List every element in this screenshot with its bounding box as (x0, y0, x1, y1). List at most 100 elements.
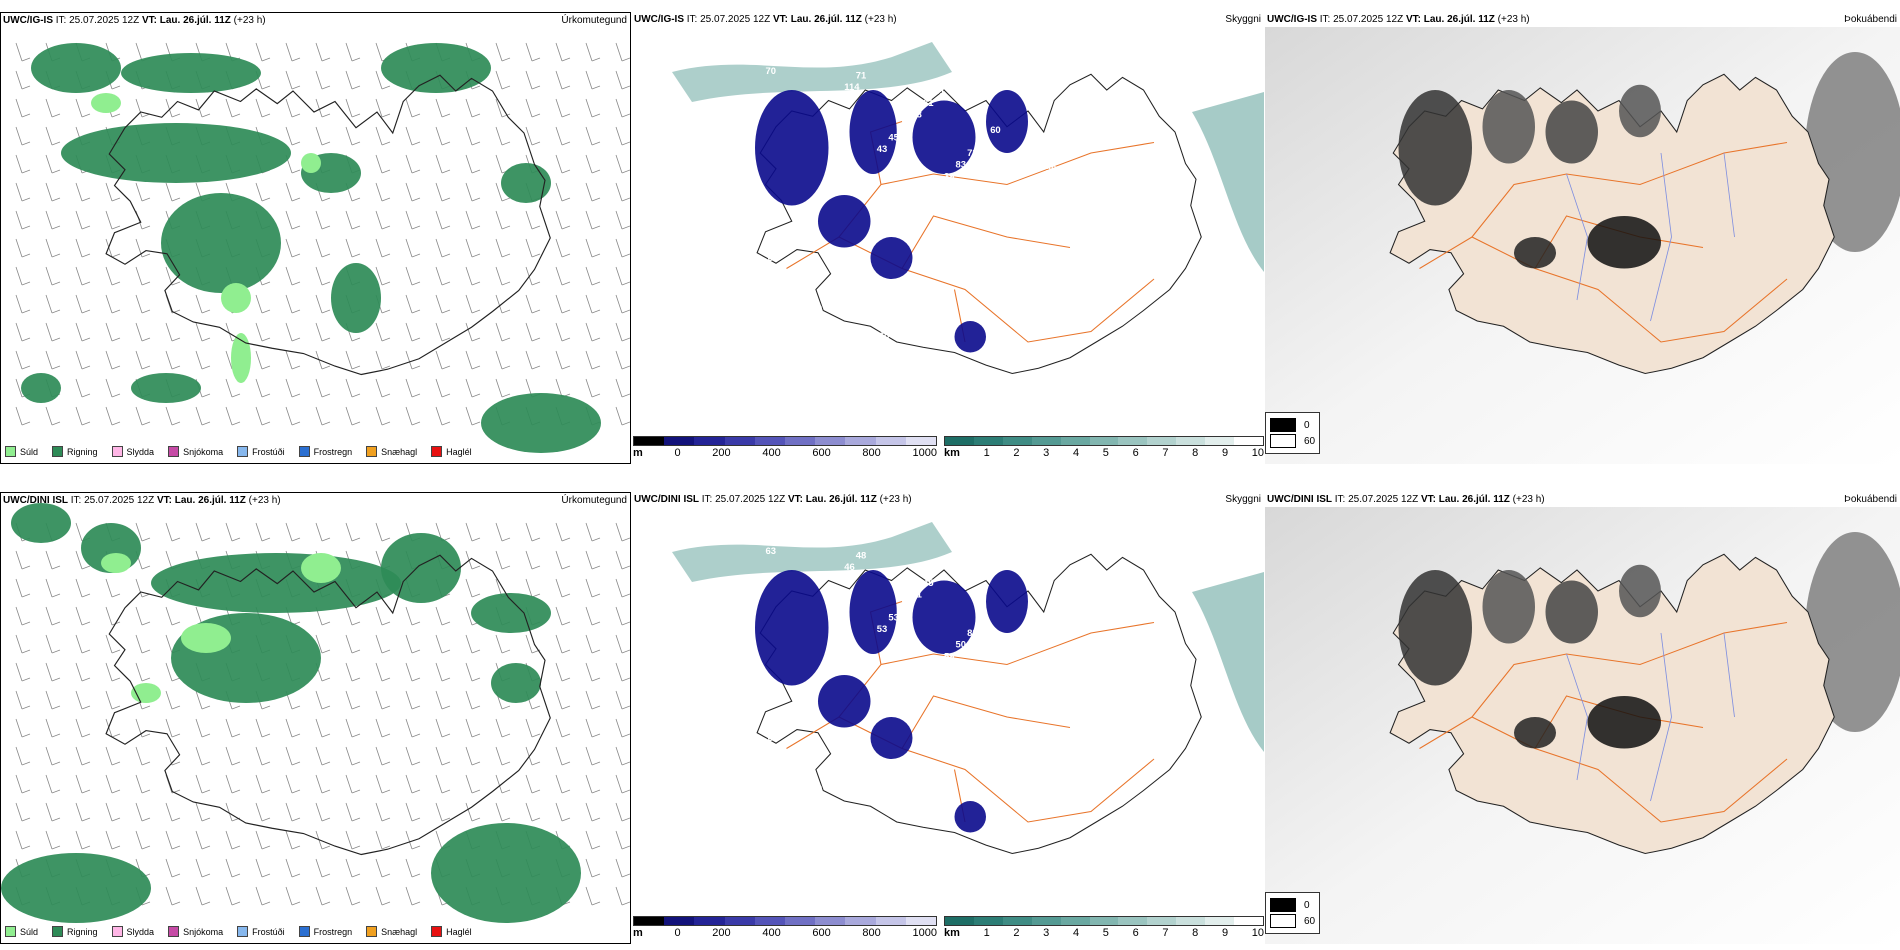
colorbar-tick: 7 (1162, 927, 1169, 939)
fog-key-swatch (1270, 898, 1296, 912)
cloud-height-label: 47 (821, 585, 832, 596)
legend-item: Snjókoma (168, 446, 223, 457)
legend-swatch (366, 446, 378, 457)
panel-subtitle: Úrkomutegund (561, 495, 627, 506)
legend-item: Súld (5, 446, 38, 457)
cloud-height-label: 63 (911, 109, 922, 120)
fog-panel-row2: UWC/DINI ISL IT: 25.07.2025 12Z VT: Lau.… (1265, 492, 1900, 944)
colorbar-unit: km (944, 927, 960, 939)
cloud-height-label: 39 (932, 663, 943, 674)
legend-item: Frostúði (237, 926, 285, 937)
cloud-height-label: 83 (956, 160, 967, 171)
colorbar-tick: 8 (1192, 447, 1199, 459)
legend-swatch (52, 926, 64, 937)
cloud-height-label: 81 (935, 86, 946, 97)
cloud-height-label: 75 (867, 822, 878, 833)
legend-item: Rigning (52, 446, 98, 457)
legend-label: Frostregn (313, 926, 353, 937)
cloud-height-label: 71 (856, 70, 867, 81)
cloud-height-label: 71 (1078, 226, 1089, 237)
fog-key-swatch (1270, 434, 1296, 448)
cloud-height-label: 44 (1099, 779, 1110, 790)
visibility-colorbar: km 1 2 3 4 5 6 7 8 9 10 (944, 436, 1264, 459)
cloud-height-label: 70 (988, 702, 999, 713)
colorbar-strip (944, 916, 1264, 926)
legend-label: Haglél (446, 926, 472, 937)
colorbar-tick: 800 (862, 447, 881, 459)
colorbar-ticks: km 1 2 3 4 5 6 7 8 9 10 (944, 927, 1264, 939)
legend-label: Slydda (126, 926, 155, 937)
cloudbase-colorbar: m 0 200 400 600 800 1000 (633, 436, 937, 459)
cloud-height-label: 44 (1000, 210, 1011, 221)
cloud-height-label: 140 (1090, 694, 1106, 705)
fog-key-value: 60 (1304, 915, 1316, 927)
colorbar-tick: 3 (1043, 927, 1050, 939)
cloud-height-label: 45 (888, 132, 899, 143)
legend-item: Haglél (431, 446, 472, 457)
cloud-height-label: 44 (1111, 768, 1122, 779)
fog-panel-row1: UWC/IG-IS IT: 25.07.2025 12Z VT: Lau. 26… (1265, 12, 1900, 464)
colorbar-tick: 2 (1013, 447, 1020, 459)
legend-item: Frostregn (298, 446, 352, 457)
colorbar-ticks: m 0 200 400 600 800 1000 (633, 447, 937, 459)
cloud-height-label: 95 (1023, 187, 1034, 198)
cloud-height-label: 82 (1134, 265, 1145, 276)
panel-subtitle: Þokuábendi (1844, 14, 1897, 25)
precip-legend: Súld Rigning Slydda Snjókoma Frostúði Frostre… (5, 926, 472, 937)
cloud-height-label: 50 (1034, 175, 1045, 186)
cloud-height-label: 131 (789, 327, 805, 338)
legend-label: Snjókoma (183, 926, 224, 937)
fog-map (1265, 27, 1900, 464)
legend-item: Slydda (111, 446, 154, 457)
colorbar-unit: km (944, 447, 960, 459)
cloud-height-label: 56 (1123, 276, 1134, 287)
colorbar-strip (633, 436, 937, 446)
colorbar-tick: 200 (712, 447, 731, 459)
cloud-height-label: 83 (1067, 237, 1078, 248)
cloud-height-label: 53 (1000, 690, 1011, 701)
precip-map (15, 42, 630, 453)
fog-key-value: 0 (1304, 899, 1310, 911)
cloud-height-label: 63 (823, 292, 834, 303)
precip-panel-row2: UWC/DINI ISL IT: 25.07.2025 12Z VT: Lau.… (0, 492, 631, 944)
cloud-panel-row1: UWC/IG-IS IT: 25.07.2025 12Z VT: Lau. 26… (632, 12, 1264, 464)
cloud-height-label: 66 (800, 315, 811, 326)
legend-swatch (237, 446, 249, 457)
colorbar-tick: 1 (983, 447, 990, 459)
colorbar-tick: 1 (983, 927, 990, 939)
colorbar-tick: 200 (712, 927, 731, 939)
cloud-height-label: 48 (856, 550, 867, 561)
cloud-height-label: 82 (967, 628, 978, 639)
legend-label: Snæhagl (381, 446, 418, 457)
legend-swatch (168, 926, 180, 937)
legend-swatch (5, 926, 16, 937)
legend-swatch (52, 446, 64, 457)
colorbar-tick: 9 (1221, 927, 1229, 939)
cloud-height-label: 52 (988, 222, 999, 233)
cloud-height-label: 39 (944, 171, 955, 182)
colorbar-tick: 0 (674, 927, 681, 939)
legend-label: Rigning (67, 446, 98, 457)
cloud-height-label: 45 (867, 342, 878, 353)
panel-subtitle: Skyggni (1225, 494, 1261, 505)
cloud-height-label: 61 (800, 795, 811, 806)
cloud-map: 7045437252495047664539441136841311149983… (672, 42, 1264, 375)
fog-key-value: 60 (1304, 435, 1316, 447)
fog-key-row: 60 (1270, 914, 1315, 928)
fog-map (1265, 507, 1900, 944)
cloud-height-label: 56 (1044, 741, 1055, 752)
panel-subtitle: Skyggni (1225, 14, 1261, 25)
legend-label: Frostúði (252, 926, 285, 937)
cloud-height-label: 99 (900, 121, 911, 132)
cloud-height-label: 37 (1023, 667, 1034, 678)
cloud-height-label: 52 (946, 75, 957, 86)
cloud-height-label: 69 (812, 304, 823, 315)
cloud-height-label: 53 (888, 612, 899, 623)
cloud-height-label: 62 (768, 733, 779, 744)
panel-subtitle: Úrkomutegund (561, 15, 627, 26)
colorbar-unit: m (633, 447, 643, 459)
legend-swatch (111, 926, 123, 937)
cloud-height-label: 51 (911, 589, 922, 600)
legend-swatch (298, 446, 310, 457)
cloud-height-label: 63 (1011, 199, 1022, 210)
